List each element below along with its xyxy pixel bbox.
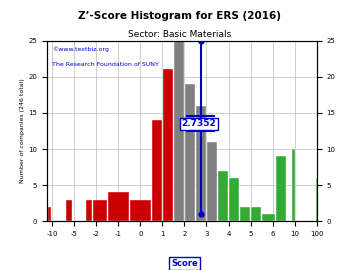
Bar	[163, 69, 173, 221]
Bar	[251, 207, 261, 221]
Bar	[93, 200, 107, 221]
Bar	[229, 178, 239, 221]
Bar	[240, 207, 250, 221]
Text: Z’-Score Histogram for ERS (2016): Z’-Score Histogram for ERS (2016)	[78, 11, 282, 21]
Bar	[262, 214, 275, 221]
Text: The Research Foundation of SUNY: The Research Foundation of SUNY	[52, 62, 159, 67]
Text: Sector: Basic Materials: Sector: Basic Materials	[129, 30, 231, 39]
Y-axis label: Number of companies (246 total): Number of companies (246 total)	[20, 79, 25, 183]
Bar	[218, 171, 228, 221]
Bar	[152, 120, 162, 221]
Bar	[66, 200, 72, 221]
Text: Score: Score	[171, 259, 198, 268]
Bar	[196, 106, 206, 221]
Bar	[130, 200, 150, 221]
Bar	[185, 84, 195, 221]
Bar	[292, 149, 295, 221]
Bar	[174, 40, 184, 221]
Bar	[86, 200, 93, 221]
Text: 2.7352: 2.7352	[181, 119, 216, 128]
Bar	[276, 156, 286, 221]
Bar	[108, 193, 129, 221]
Text: ©www.textbiz.org: ©www.textbiz.org	[52, 46, 109, 52]
Bar	[207, 142, 217, 221]
Bar	[48, 207, 51, 221]
